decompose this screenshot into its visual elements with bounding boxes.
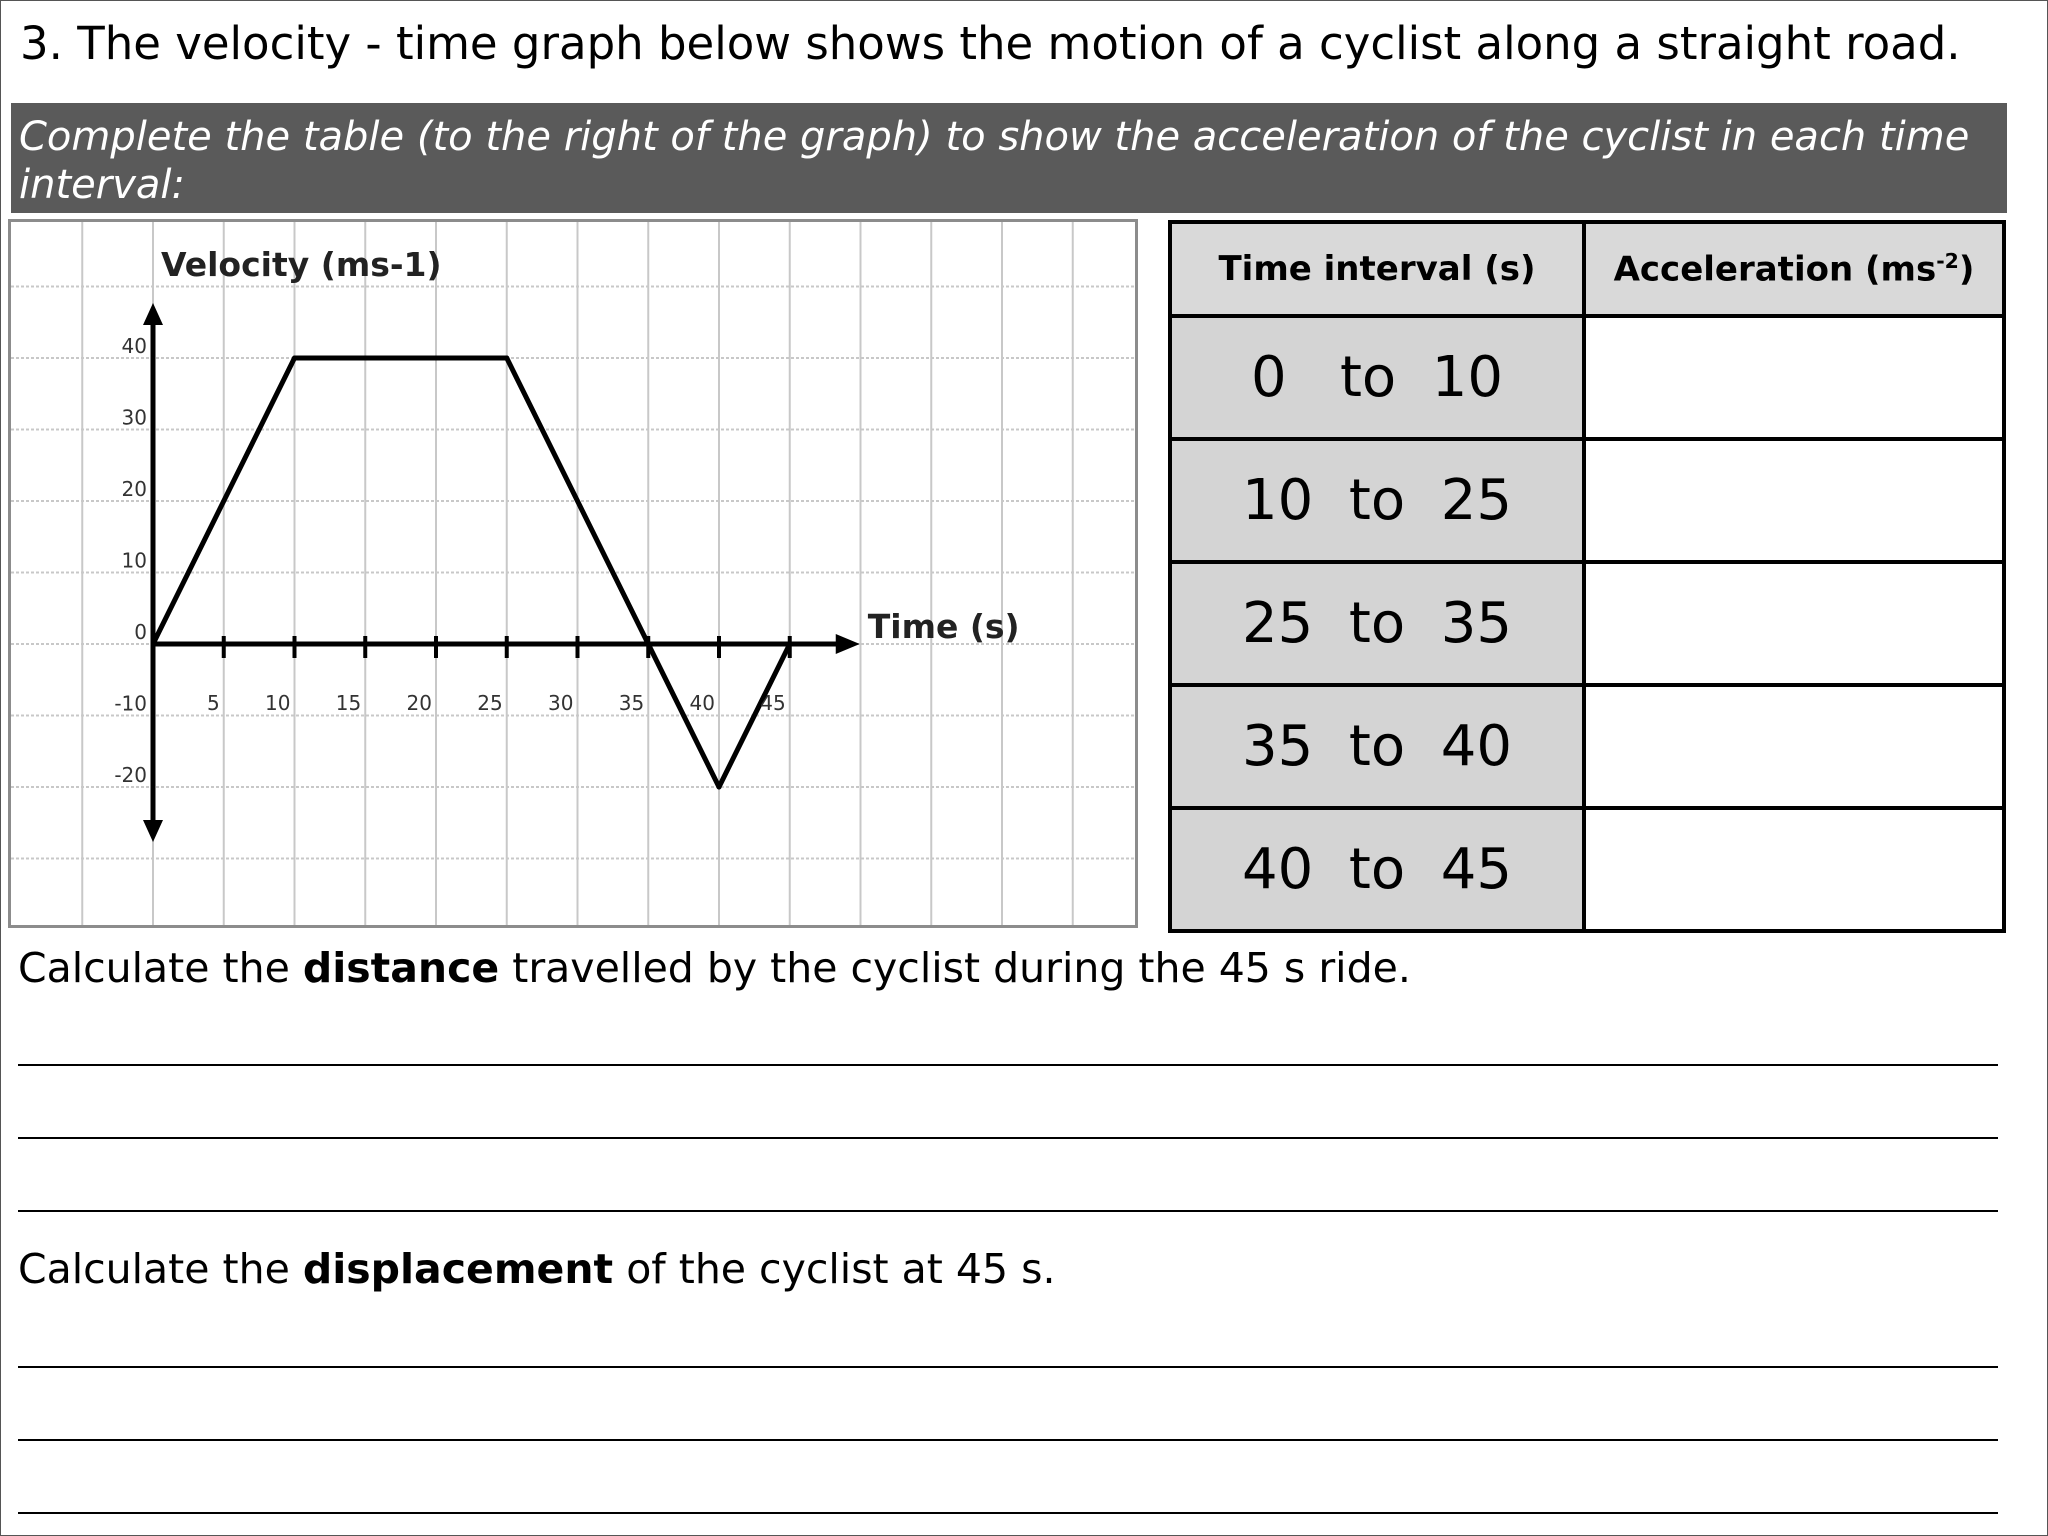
interval-cell: 40 to 45 (1168, 806, 1586, 933)
table-row: 35 to 40 (1168, 683, 2006, 810)
displacement-question-suffix: of the cyclist at 45 s. (613, 1245, 1056, 1293)
header-acceleration-text: Acceleration (ms (1613, 249, 1937, 290)
x-tick-label: 40 (690, 691, 715, 715)
velocity-line (150, 355, 792, 790)
acceleration-answer-cell[interactable] (1582, 437, 2006, 564)
x-tick-label: 30 (548, 691, 573, 715)
displacement-question-keyword: displacement (302, 1245, 614, 1293)
x-axis-title: Time (s) (868, 607, 1020, 646)
x-tick-label: 5 (207, 691, 220, 715)
data-point (645, 641, 651, 647)
y-tick-label: 0 (134, 620, 147, 644)
data-point (150, 641, 156, 647)
x-tick-label: 45 (760, 691, 785, 715)
interval-cell: 0 to 10 (1168, 314, 1586, 441)
y-tick-label: -20 (114, 763, 147, 787)
header-acceleration-close: ) (1958, 249, 1975, 290)
y-axis-arrow-down-icon (143, 820, 163, 842)
displacement-question-prefix: Calculate the (18, 1245, 303, 1293)
instruction-banner: Complete the table (to the right of the … (11, 103, 2007, 213)
data-point (787, 641, 793, 647)
y-tick-label: 20 (122, 477, 147, 501)
distance-question-keyword: distance (302, 944, 500, 992)
x-tick-label: 10 (265, 691, 290, 715)
table-row: 25 to 35 (1168, 560, 2006, 687)
acceleration-answer-cell[interactable] (1582, 683, 2006, 810)
interval-cell: 25 to 35 (1168, 560, 1586, 687)
velocity-time-graph: 5 10 15 20 25 30 35 40 45 40 30 20 10 0 -10 -20 Velocity… (8, 219, 1138, 928)
chart-axes (143, 303, 860, 842)
displacement-answer-line-1[interactable] (18, 1366, 1998, 1368)
header-time-interval: Time interval (s) (1168, 220, 1586, 318)
x-tick-label: 35 (619, 691, 644, 715)
chart-ticks (221, 636, 792, 658)
data-point (504, 355, 510, 361)
distance-question-prefix: Calculate the (18, 944, 303, 992)
distance-question: Calculate the distance travelled by the … (18, 942, 1411, 994)
acceleration-answer-cell[interactable] (1582, 314, 2006, 441)
displacement-answer-line-2[interactable] (18, 1439, 1998, 1441)
table-row: 40 to 45 (1168, 806, 2006, 933)
x-tick-label: 20 (407, 691, 432, 715)
acceleration-answer-cell[interactable] (1582, 806, 2006, 933)
acceleration-table: Time interval (s) Acceleration (ms-2) 0 … (1168, 220, 2006, 933)
distance-answer-line-1[interactable] (18, 1064, 1998, 1066)
distance-answer-line-3[interactable] (18, 1210, 1998, 1212)
data-point (716, 784, 722, 790)
y-axis-title: Velocity (ms-1) (161, 245, 442, 284)
x-tick-label: 15 (336, 691, 361, 715)
question-title: 3. The velocity - time graph below shows… (20, 17, 1961, 70)
data-point (292, 355, 297, 361)
displacement-question: Calculate the displacement of the cyclis… (18, 1243, 1056, 1295)
x-axis-arrow-icon (835, 634, 860, 654)
chart-labels: 5 10 15 20 25 30 35 40 45 40 30 20 10 0 -10 -20 Velocity… (114, 245, 1019, 787)
y-tick-label: -10 (114, 692, 147, 716)
chart-series (150, 355, 793, 790)
interval-cell: 35 to 40 (1168, 683, 1586, 810)
acceleration-answer-cell[interactable] (1582, 560, 2006, 687)
interval-cell: 10 to 25 (1168, 437, 1586, 564)
y-tick-label: 30 (122, 406, 147, 430)
table-row: 10 to 25 (1168, 437, 2006, 564)
y-axis-arrow-up-icon (143, 303, 163, 325)
displacement-answer-line-3[interactable] (18, 1512, 1998, 1514)
distance-answer-line-2[interactable] (18, 1137, 1998, 1139)
distance-question-suffix: travelled by the cyclist during the 45 s… (499, 944, 1411, 992)
header-acceleration-unit-exponent: -2 (1936, 248, 1959, 273)
header-acceleration: Acceleration (ms-2) (1582, 220, 2006, 318)
y-tick-label: 10 (122, 549, 147, 573)
table-row: 0 to 10 (1168, 314, 2006, 441)
table-header-row: Time interval (s) Acceleration (ms-2) (1168, 220, 2006, 318)
chart-grid (11, 222, 1135, 925)
y-tick-label: 40 (122, 334, 147, 358)
velocity-time-chart-svg: 5 10 15 20 25 30 35 40 45 40 30 20 10 0 -10 -20 Velocity… (11, 222, 1135, 925)
x-tick-label: 25 (477, 691, 502, 715)
